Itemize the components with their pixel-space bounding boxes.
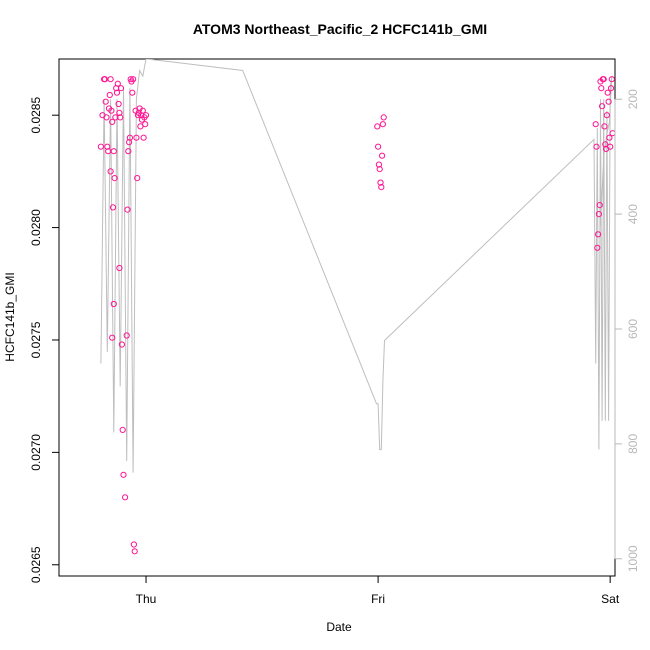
data-point (108, 107, 115, 114)
data-point (380, 114, 387, 121)
data-point (125, 148, 132, 155)
data-point (114, 80, 121, 87)
data-point (607, 85, 615, 92)
data-point (110, 300, 117, 308)
y-tick-label: 0.0275 (29, 321, 43, 358)
data-point (109, 204, 117, 211)
x-axis: Thu Fri Sat (136, 575, 620, 606)
data-point (602, 141, 609, 148)
data-point (119, 426, 126, 433)
data-point (608, 76, 615, 83)
data-point (375, 161, 382, 168)
data-point (133, 134, 140, 141)
data-point (115, 100, 122, 108)
data-point (120, 471, 127, 478)
data-point (603, 112, 611, 119)
y-axis-label: HCFC141b_GMI (3, 272, 17, 361)
data-point (106, 91, 113, 99)
series-line (100, 59, 613, 473)
data-point (109, 334, 116, 341)
data-point (601, 123, 608, 130)
data-point (124, 206, 131, 213)
data-point (130, 541, 137, 548)
x-axis-label: Date (326, 620, 352, 634)
data-point (137, 123, 144, 130)
data-point (142, 121, 149, 128)
data-point (126, 134, 133, 141)
y2-tick-label: 600 (626, 319, 640, 339)
data-point (130, 76, 137, 83)
x-tick-label: Sat (601, 592, 620, 606)
y-axis-right: 200 400 600 800 1000 (614, 89, 640, 572)
y-tick-label: 0.0280 (29, 209, 43, 246)
data-point (116, 109, 123, 117)
data-point (377, 179, 384, 186)
data-point (131, 548, 138, 555)
y-tick-label: 0.0270 (29, 434, 43, 471)
data-point (378, 184, 385, 191)
data-point (599, 103, 606, 110)
data-point (113, 89, 121, 96)
data-point (107, 168, 114, 175)
data-point (374, 123, 381, 130)
data-point (102, 98, 109, 105)
data-point (109, 118, 116, 126)
data-point (379, 152, 386, 159)
data-point (122, 494, 129, 501)
data-point (592, 121, 599, 128)
data-point (609, 130, 615, 137)
data-point (97, 143, 105, 150)
data-point (595, 211, 603, 218)
data-point (116, 264, 123, 272)
y2-tick-label: 1000 (626, 545, 640, 572)
y2-tick-label: 800 (626, 434, 640, 454)
data-point (104, 143, 111, 150)
data-point (376, 166, 383, 173)
y-tick-label: 0.0265 (29, 546, 43, 583)
y-tick-label: 0.0285 (29, 97, 43, 134)
data-point (607, 143, 614, 150)
data-point (103, 114, 110, 121)
data-point (134, 175, 141, 182)
data-point (118, 341, 126, 348)
data-point (140, 134, 147, 141)
data-point (594, 244, 601, 251)
data-point (605, 98, 612, 105)
data-point (123, 332, 130, 339)
x-tick-label: Fri (371, 592, 385, 606)
data-point (600, 76, 607, 83)
y-axis-left: 0.0265 0.0270 0.0275 0.0280 0.0285 (29, 97, 60, 583)
altitude-line (100, 59, 613, 473)
x-tick-label: Thu (136, 592, 157, 606)
data-point (598, 85, 605, 92)
chart-title: ATOM3 Northeast_Pacific_2 HCFC141b_GMI (193, 21, 487, 37)
y2-tick-label: 200 (626, 89, 640, 109)
y2-tick-label: 400 (626, 204, 640, 224)
data-point (596, 202, 603, 209)
data-point (604, 89, 611, 96)
data-point (126, 139, 133, 146)
data-point (379, 121, 386, 128)
data-points (97, 76, 615, 555)
data-point (117, 114, 124, 121)
data-point (129, 89, 136, 96)
data-point (107, 76, 114, 83)
data-point (139, 107, 146, 114)
data-point (375, 143, 382, 150)
data-point (606, 134, 613, 141)
data-point (117, 85, 125, 92)
data-point (595, 231, 602, 238)
data-point (111, 175, 118, 182)
data-point (110, 148, 117, 155)
data-point (142, 112, 150, 119)
data-point (593, 143, 600, 150)
